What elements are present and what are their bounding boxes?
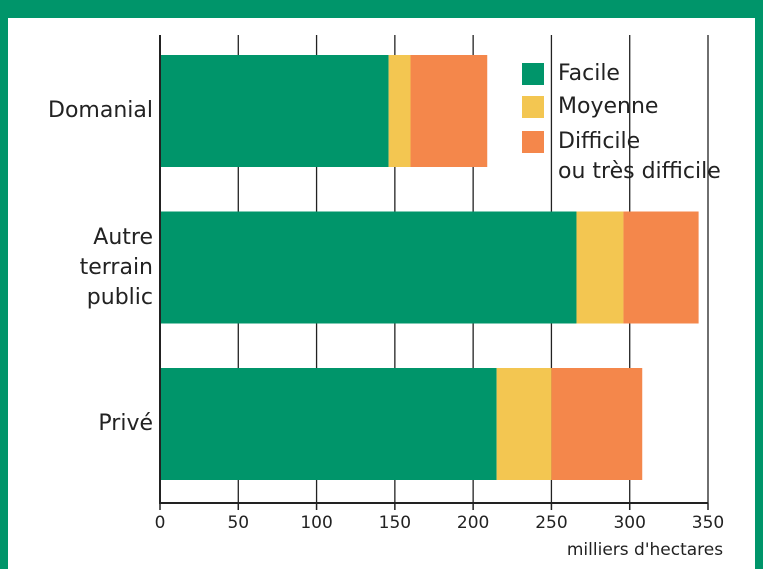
left-border xyxy=(0,0,8,569)
x-tick-label: 250 xyxy=(535,513,567,533)
x-tick-label: 300 xyxy=(613,513,645,533)
y-tick-label: Privé xyxy=(98,411,153,436)
x-tick-label: 150 xyxy=(379,513,411,533)
legend-swatch xyxy=(522,63,544,85)
legend-swatch xyxy=(522,96,544,118)
header-bar xyxy=(0,0,763,18)
bar-segment xyxy=(160,55,389,167)
legend-label: Moyenne xyxy=(558,94,659,119)
legend-label: Facile xyxy=(558,61,620,86)
bar-segment xyxy=(576,211,624,324)
x-tick-label: 350 xyxy=(692,513,724,533)
bar-segment xyxy=(160,368,497,480)
legend-label: Difficile ou très difficile xyxy=(558,129,721,184)
bar-segment xyxy=(410,55,488,167)
x-tick-label: 50 xyxy=(227,513,249,533)
bar-segment xyxy=(160,211,577,324)
x-tick-label: 200 xyxy=(457,513,489,533)
legend-swatch xyxy=(522,131,544,153)
bar-segment xyxy=(623,211,699,324)
bar-segment xyxy=(551,368,643,480)
x-axis-label: milliers d'hectares xyxy=(567,540,723,560)
y-tick-label: Autre terrain public xyxy=(79,224,153,310)
x-tick-label: 0 xyxy=(155,513,166,533)
bar-segment xyxy=(496,368,552,480)
bar-segment xyxy=(388,55,411,167)
right-border xyxy=(755,0,763,569)
y-tick-label: Domanial xyxy=(48,98,153,123)
x-tick-label: 100 xyxy=(300,513,332,533)
